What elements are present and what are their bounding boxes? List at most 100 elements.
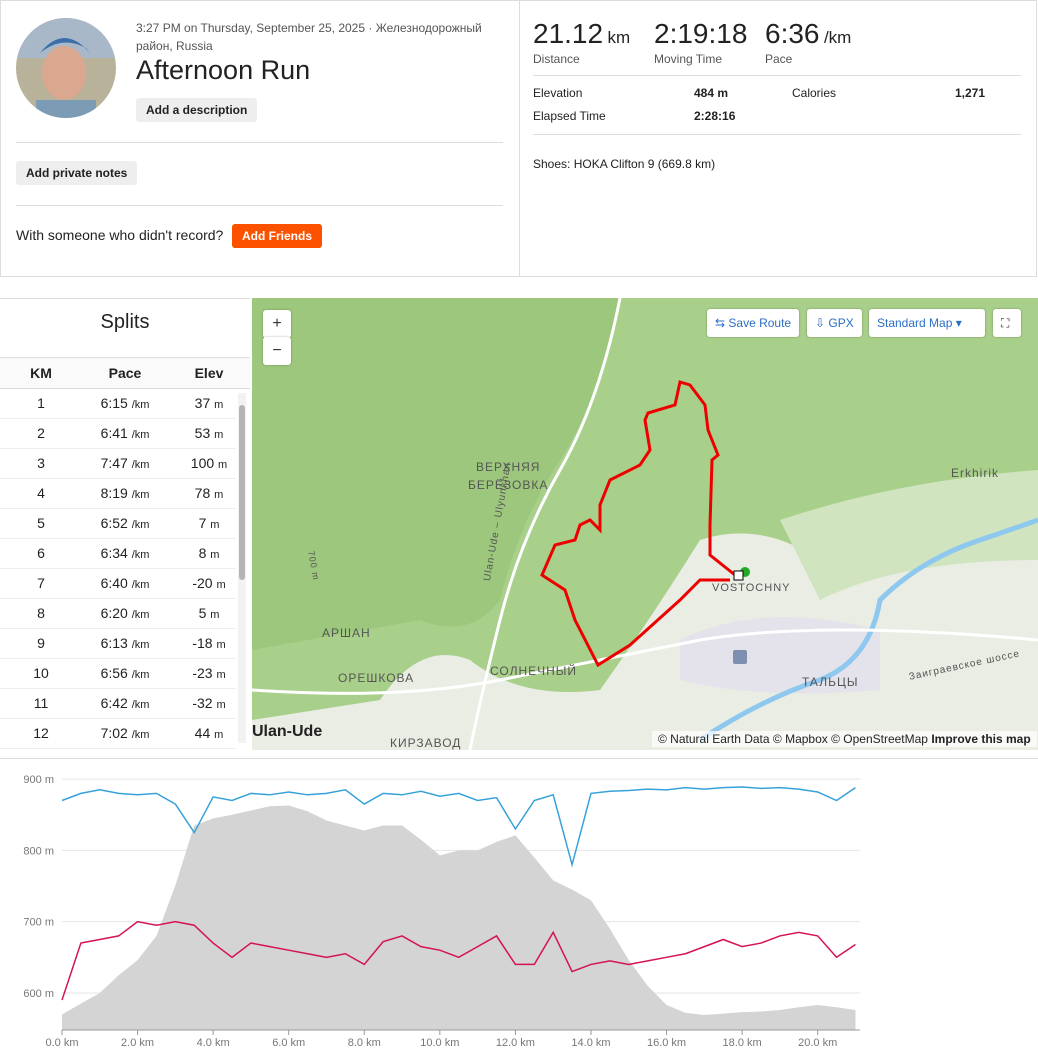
scrollbar[interactable] [238,393,246,743]
save-route-button[interactable]: ⇆ Save Route [707,309,800,337]
avatar[interactable] [16,18,116,118]
split-elev: 5 m [199,605,220,621]
split-elev-unit: m [210,549,220,561]
split-pace-unit: /km [131,699,150,711]
shoes-text: Shoes: HOKA Clifton 9 (669.8 km) [533,157,716,171]
place-label: АРШАН [322,626,371,640]
elevation-chart: 600 m 700 m 800 m 900 m 0.0 km 2.0 km 4.0 km 6.… [23,774,860,1049]
split-row: 8 6:20 /km 5 m [0,598,236,629]
elevation-area [62,805,856,1030]
split-row: 1 6:15 /km 37 m [0,388,236,419]
split-pace-unit: /km [131,579,150,591]
map[interactable] [252,298,1038,750]
split-pace-value: 6:42 [100,695,128,711]
distance-unit: km [607,28,631,47]
split-row: 7 6:40 /km -20 m [0,568,236,599]
split-pace: 6:34 /km [101,545,150,561]
split-elev-value: 53 [194,425,211,441]
add-notes-button[interactable]: Add private notes [16,161,138,185]
x-tick-label: 2.0 km [121,1037,154,1049]
x-tick-label: 6.0 km [272,1037,305,1049]
pace-label: Pace [765,52,793,66]
split-elev-unit: m [218,459,228,471]
add-description-button[interactable]: Add a description [136,98,258,122]
splits-panel: Splits KM Pace Elev 1 6:15 /km 37 m 2 6:41 /km 5… [0,298,250,751]
y-tick-label: 900 m [23,774,54,786]
split-row: 10 6:56 /km -23 m [0,658,236,689]
split-elev-value: 37 [194,395,211,411]
x-tick-label: 8.0 km [348,1037,381,1049]
distance-label: Distance [533,52,580,66]
pace-stat: 6:36 /km [765,18,851,50]
pace-value: 6:36 [765,18,820,49]
split-elev: 7 m [199,515,220,531]
series-line [61,920,856,1001]
split-elev-value: -32 [192,695,213,711]
improve-map-link[interactable]: Improve this map [931,732,1031,746]
split-row: 3 7:47 /km 100 m [0,448,236,479]
split-pace-value: 6:56 [100,665,128,681]
map-style-button[interactable]: Standard Map ▾ [869,309,985,337]
gpx-label: GPX [828,316,854,330]
place-label: КИРЗАВОД [390,736,462,750]
split-elev-value: -18 [192,635,213,651]
split-elev: 37 m [195,395,224,411]
split-elev-unit: m [210,609,220,621]
split-pace: 8:19 /km [101,485,150,501]
split-elev-value: -20 [192,575,213,591]
split-pace-unit: /km [131,729,150,741]
split-pace-unit: /km [131,459,150,471]
splits-header [0,357,250,389]
separator [16,205,503,206]
separator [533,134,1021,135]
zoom-out-button[interactable]: − [263,337,291,365]
split-elev-value: 8 [198,545,207,561]
split-km: 10 [33,665,49,681]
place-label: ВЕРХНЯЯ [476,460,541,474]
attribution-text: © Natural Earth Data © Mapbox © OpenStre… [658,732,928,746]
separator [16,142,503,143]
split-pace-unit: /km [131,429,150,441]
gpx-button[interactable]: ⇩ GPX [807,309,862,337]
split-pace-value: 6:34 [100,545,128,561]
split-pace-unit: /km [131,549,150,561]
y-tick-label: 700 m [23,917,54,929]
split-row: 4 8:19 /km 78 m [0,478,236,509]
with-someone-text: With someone who didn't record? [16,227,224,243]
split-elev-unit: m [214,489,224,501]
split-km: 9 [37,635,45,651]
activity-datetime: 3:27 PM on Thursday, September 25, 2025 … [136,21,482,53]
y-tick-label: 600 m [23,988,54,1000]
split-elev-value: -23 [192,665,213,681]
split-pace: 6:15 /km [101,395,150,411]
elapsed-value: 2:28:16 [694,109,736,123]
zoom-in-button[interactable]: + [263,310,291,338]
split-pace-value: 6:15 [100,395,128,411]
split-elev-value: 5 [198,605,207,621]
activity-panel [0,0,1037,277]
split-elev-unit: m [216,639,226,651]
split-km: 2 [37,425,45,441]
split-elev-unit: m [216,669,226,681]
split-elev: 100 m [191,455,227,471]
divider [519,0,520,276]
distance-stat: 21.12 km [533,18,630,50]
place-label: СОЛНЕЧНЫЙ [490,664,578,678]
place-label: ОРЕШКОВА [338,671,415,685]
fullscreen-button[interactable]: ⛶ [993,309,1021,337]
place-label: ТАЛЬЦЫ [802,675,859,689]
x-tick-label: 18.0 km [723,1037,762,1049]
x-tick-label: 0.0 km [45,1037,78,1049]
split-elev: -20 m [192,575,225,591]
x-tick-label: 16.0 km [647,1037,686,1049]
moving-time-label: Moving Time [654,52,723,66]
split-pace: 7:02 /km [101,725,150,741]
finish-marker [733,570,744,581]
y-tick-label: 800 m [23,845,54,857]
split-km: 3 [37,455,45,471]
split-elev-value: 44 [194,725,211,741]
add-friends-button[interactable]: Add Friends [232,224,323,248]
split-pace: 7:47 /km [101,455,150,471]
split-pace-value: 6:40 [100,575,128,591]
